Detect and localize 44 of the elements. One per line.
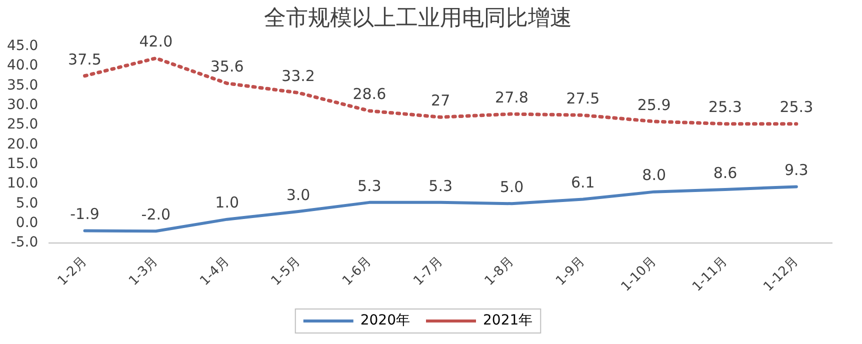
y-tick-label: 45.0 (7, 38, 38, 54)
legend-label: 2021年 (483, 312, 533, 329)
data-label: 25.9 (637, 96, 671, 114)
y-tick-label: 15.0 (7, 156, 38, 172)
x-tick-label: 1-4月 (197, 254, 232, 289)
data-label: 33.2 (282, 67, 315, 86)
data-label: -2.0 (141, 206, 171, 224)
data-label: 37.5 (68, 50, 102, 68)
data-label: 6.1 (570, 174, 595, 192)
y-tick-label: 30.0 (7, 96, 38, 113)
y-tick-label: 5.0 (16, 195, 38, 212)
legend-label: 2020年 (360, 312, 410, 329)
y-tick-label: -5.0 (10, 234, 38, 251)
data-label: -1.9 (70, 205, 100, 224)
x-tick-label: 1-3月 (126, 254, 162, 289)
data-label: 25.3 (780, 98, 814, 116)
x-tick-label: 1-8月 (482, 254, 517, 289)
data-label: 27.5 (566, 90, 600, 108)
chart-title: 全市规模以上工业用电同比增速 (264, 6, 572, 31)
x-tick-label: 1-2月 (55, 254, 90, 289)
data-label: 5.0 (500, 178, 524, 196)
x-tick-label: 1-6月 (340, 254, 375, 289)
y-tick-label: 35.0 (7, 77, 38, 94)
data-label: 25.3 (708, 98, 742, 116)
data-label: 5.3 (428, 176, 453, 195)
x-tick-label: 1-7月 (410, 254, 446, 289)
data-label: 5.3 (357, 176, 382, 195)
data-label: 27 (431, 92, 450, 110)
data-label: 8.0 (642, 166, 666, 184)
data-label: 9.3 (784, 161, 808, 180)
data-label: 28.6 (352, 85, 386, 104)
data-label: 35.6 (210, 58, 244, 76)
y-tick-label: 25.0 (7, 116, 38, 133)
data-label: 27.8 (495, 88, 528, 106)
y-tick-label: 10.0 (7, 176, 38, 192)
y-tick-label: 40.0 (7, 58, 38, 74)
data-label: 42.0 (139, 32, 173, 51)
data-label: 1.0 (215, 194, 240, 212)
x-tick-label: 1-9月 (553, 254, 588, 289)
y-tick-label: 20.0 (7, 136, 38, 152)
y-tick-label: 0.0 (16, 214, 38, 231)
x-tick-label: 1-5月 (268, 254, 304, 289)
data-label: 8.6 (713, 164, 738, 182)
data-label: 3.0 (286, 186, 310, 204)
